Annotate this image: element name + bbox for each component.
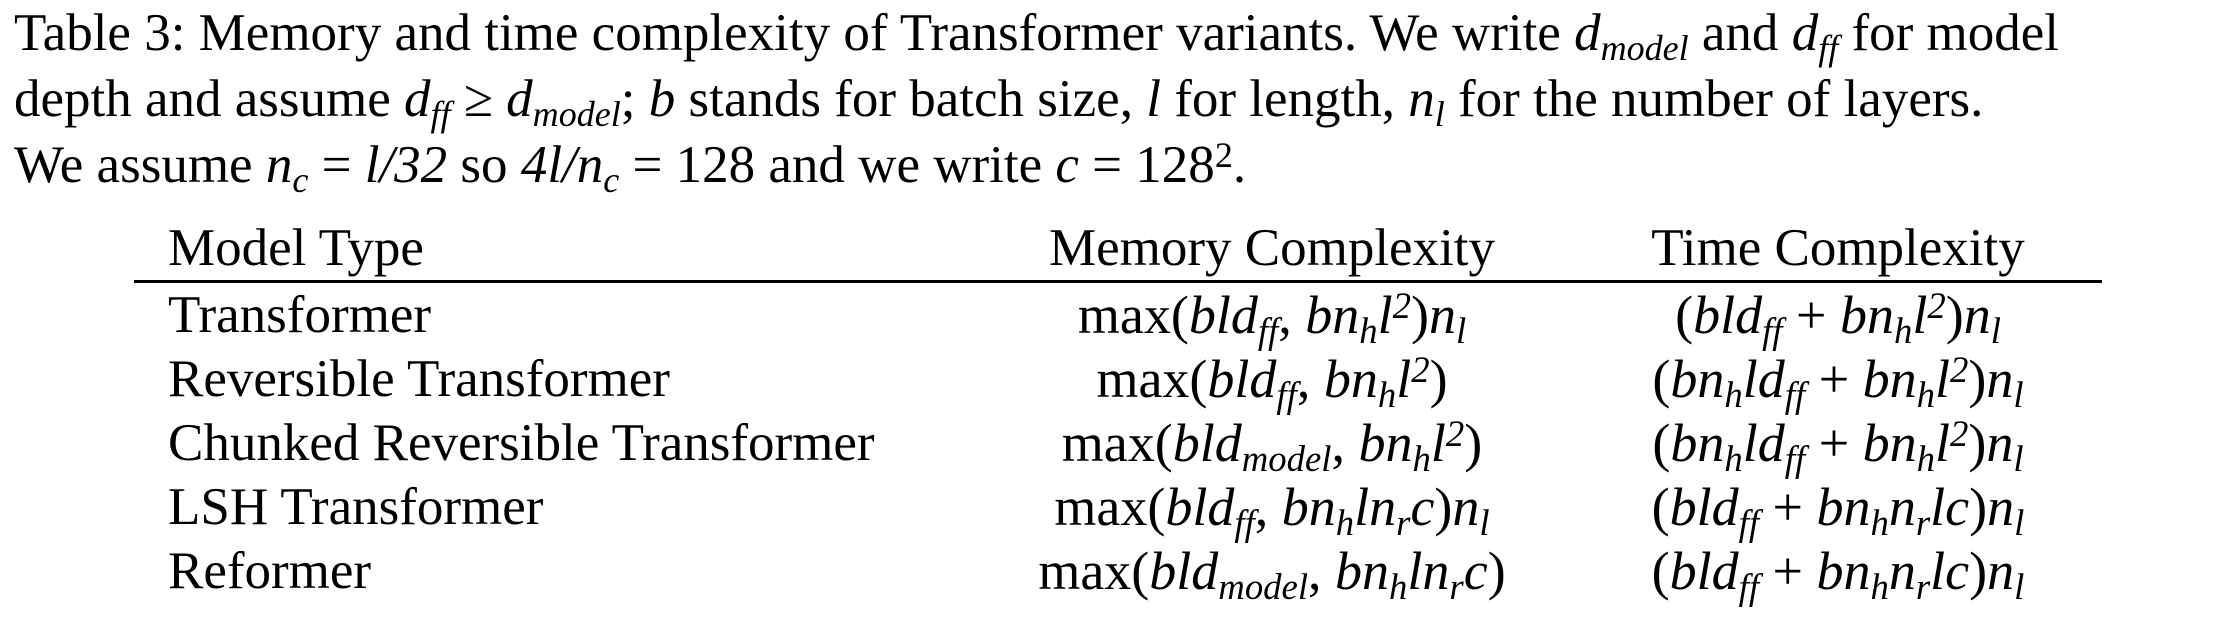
complexity-table: Model Type Memory Complexity Time Comple… [134, 210, 2102, 608]
caption-text: and [1701, 4, 1779, 62]
table-row: Reformer max(bldmodel, bnhlnrc) (bldff + b… [134, 539, 2102, 608]
cell-model-type: Chunked Reversible Transformer [168, 414, 875, 472]
caption-text: for the number of layers. [1457, 70, 1984, 128]
table-caption: Table 3: Memory and time complexity of T… [14, 0, 2230, 198]
cell-model-type: Reversible Transformer [168, 350, 670, 408]
header-time-complexity: Time Complexity [1651, 219, 2025, 277]
cell-model-type: LSH Transformer [168, 478, 544, 536]
cell-memory-complexity: max(bldff, bnhl2) [1096, 348, 1448, 416]
caption-text: Memory and time complexity of Transforme… [198, 4, 1561, 62]
math-d: dff [404, 70, 451, 135]
cell-time-complexity: (bnhldff + bnhl2)nl [1652, 412, 2024, 480]
math-n: nc [265, 136, 309, 201]
cell-model-type: Transformer [168, 286, 432, 344]
math-expr: l/32 [364, 136, 448, 194]
caption-text: for length, [1174, 70, 1395, 128]
header-rule [134, 280, 2102, 283]
cell-memory-complexity: max(bldff, bnhl2)nl [1077, 284, 1467, 352]
math-expr: 4l/nc [520, 136, 620, 201]
math-d: dmodel [1574, 4, 1689, 69]
cell-time-complexity: (bldff + bnhnrlc)nl [1651, 541, 2025, 608]
table-header-row: Model Type Memory Complexity Time Comple… [134, 210, 2102, 280]
header-model-type: Model Type [168, 219, 424, 277]
math-eq: = 1282 [1092, 134, 1233, 194]
caption-line-2: depth and assume dff ≥ dmodel; b stands … [14, 66, 2230, 132]
cell-memory-complexity: max(bldmodel, bnhl2) [1061, 412, 1483, 480]
table-row: Reversible Transformer max(bldff, bnhl2) (… [134, 347, 2102, 416]
table-body: Transformer max(bldff, bnhl2)nl (bldff + b… [134, 283, 2102, 608]
math-l: l [1146, 70, 1161, 128]
math-b: b [648, 70, 676, 128]
caption-text: ; [620, 70, 636, 128]
table-row: Chunked Reversible Transformer max(bldmod… [134, 411, 2102, 480]
math-c: c [1055, 136, 1079, 194]
table-row: Transformer max(bldff, bnhl2)nl (bldff + b… [134, 283, 2102, 352]
math-d: dmodel [506, 70, 621, 135]
caption-text: depth and assume [14, 70, 391, 128]
caption-line-1: Table 3: Memory and time complexity of T… [14, 0, 2230, 66]
cell-memory-complexity: max(bldmodel, bnhlnrc) [1038, 541, 1506, 608]
math-d: dff [1791, 4, 1839, 69]
caption-text: so [460, 136, 508, 194]
cell-time-complexity: (bldff + bnhl2)nl [1675, 284, 2001, 352]
caption-label: Table 3: [14, 4, 186, 62]
table-row: LSH Transformer max(bldff, bnhlnrc)nl (bld… [134, 475, 2102, 544]
header-memory-complexity: Memory Complexity [1048, 219, 1496, 277]
caption-line-3: We assume nc = l/32 so 4l/nc = 128 and w… [14, 132, 2230, 198]
caption-text: for model [1851, 4, 2059, 62]
cell-time-complexity: (bnhldff + bnhl2)nl [1652, 348, 2024, 416]
math-eq: = 128 [632, 136, 756, 194]
caption-text: stands for batch size, [688, 70, 1133, 128]
math-geq: ≥ [463, 70, 493, 128]
caption-text: We assume [14, 136, 253, 194]
cell-model-type: Reformer [168, 542, 372, 600]
cell-time-complexity: (bldff + bnhnrlc)nl [1651, 477, 2025, 544]
caption-text: . [1232, 136, 1247, 194]
caption-text: and we write [768, 136, 1043, 194]
math-n: nl [1408, 70, 1445, 135]
cell-memory-complexity: max(bldff, bnhlnrc)nl [1054, 477, 1490, 544]
math-eq: = [321, 136, 352, 194]
